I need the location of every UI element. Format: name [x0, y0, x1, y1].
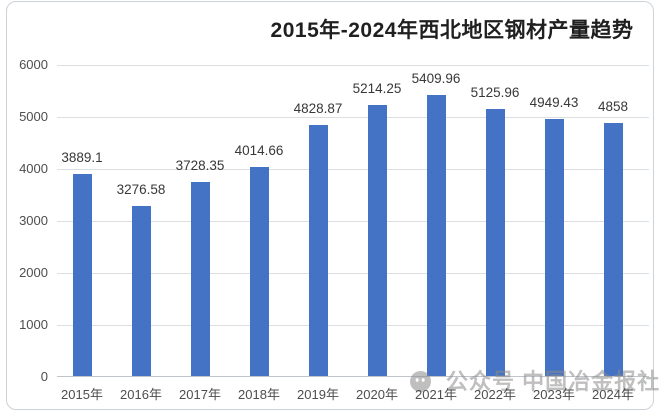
- bar-2022年: [485, 109, 505, 376]
- y-axis-tick-label: 4000: [19, 161, 48, 176]
- bar-value-label: 3889.1: [61, 149, 103, 165]
- x-axis-line: [57, 376, 649, 377]
- bar-2019年: [308, 124, 328, 376]
- bar-value-label: 4858: [597, 99, 629, 115]
- x-axis-category-label: 2016年: [120, 387, 162, 402]
- bar-2023年: [544, 118, 564, 376]
- x-axis-category-label: 2019年: [297, 387, 339, 402]
- y-axis-tick-label: 2000: [19, 265, 48, 280]
- bar-value-label: 4014.66: [234, 143, 284, 159]
- bar-2021年: [426, 94, 446, 376]
- gridline-3000: [57, 220, 649, 222]
- y-axis-tick-label: 1000: [19, 317, 48, 332]
- bar-value-label: 5409.96: [411, 70, 461, 86]
- gridline-2000: [57, 272, 649, 274]
- x-axis-category-label: 2020年: [356, 387, 398, 402]
- bar-2024年: [603, 123, 623, 376]
- bar-value-label: 4828.87: [293, 100, 343, 116]
- y-axis-tick-label: 6000: [19, 57, 48, 72]
- x-axis-category-label: 2023年: [533, 387, 575, 402]
- bar-value-label: 4949.43: [529, 94, 579, 110]
- x-axis-category-label: 2022年: [474, 387, 516, 402]
- y-axis-tick-label: 5000: [19, 109, 48, 124]
- bar-value-label: 5214.25: [352, 80, 402, 96]
- bar-value-label: 5125.96: [470, 85, 520, 101]
- plot-area: 3889.1 3276.58 3728.35 4014.66 4828.87 5214.2…: [57, 64, 649, 377]
- x-axis-category-label: 2015年: [61, 387, 103, 402]
- x-axis-category-label: 2024年: [592, 387, 634, 402]
- gridline-4000: [57, 168, 649, 170]
- y-axis-tick-label: 3000: [19, 213, 48, 228]
- x-axis-category-label: 2021年: [415, 387, 457, 402]
- bar-2016年: [131, 205, 151, 376]
- gridline-5000: [57, 116, 649, 118]
- bar-2020年: [367, 104, 387, 376]
- x-axis-category-label: 2018年: [238, 387, 280, 402]
- x-axis-category-label: 2017年: [179, 387, 221, 402]
- bar-value-label: 3728.35: [175, 158, 225, 174]
- y-axis-tick-label: 0: [40, 369, 48, 384]
- chart-title: 2015年-2024年西北地区钢材产量趋势: [270, 19, 634, 42]
- gridline-1000: [57, 324, 649, 326]
- bar-2015年: [72, 173, 92, 376]
- bar-value-label: 3276.58: [116, 181, 166, 197]
- gridline-6000: [57, 64, 649, 66]
- bar-2018年: [249, 167, 269, 376]
- bar-2017年: [190, 182, 210, 376]
